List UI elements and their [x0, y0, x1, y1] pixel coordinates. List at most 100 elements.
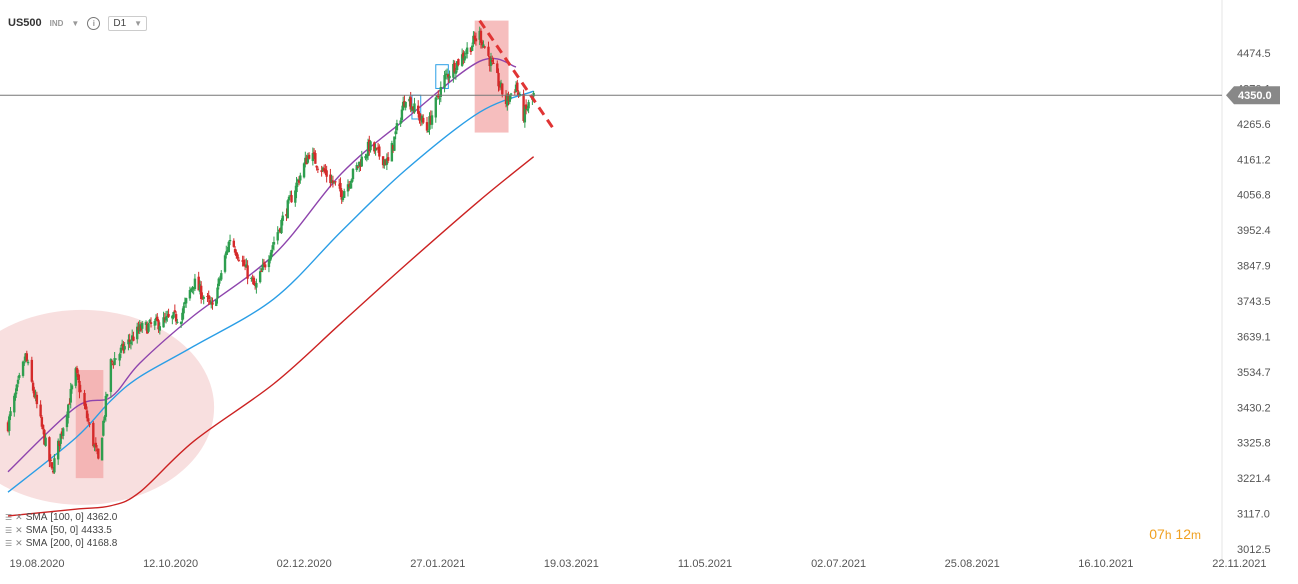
indicator-menu-icon[interactable]: ☰	[5, 539, 13, 548]
candle-body	[364, 156, 367, 159]
candle-body	[422, 117, 425, 123]
candle-body	[329, 174, 332, 184]
candle-body	[122, 344, 125, 351]
candle-body	[129, 341, 133, 344]
symbol-dropdown-icon[interactable]: ▼	[71, 18, 80, 28]
candle-body	[312, 152, 316, 154]
candle-body	[296, 179, 299, 182]
indicator-params: [200, 0]	[50, 538, 84, 549]
info-icon[interactable]: i	[87, 16, 101, 30]
candle-body	[206, 296, 209, 298]
candle-body	[141, 323, 144, 329]
candle-body	[157, 320, 160, 330]
candle-body	[381, 156, 385, 166]
trend-line	[478, 19, 555, 131]
candle-body	[260, 270, 263, 272]
candle-body	[286, 200, 289, 219]
timer-minutes-unit: m	[1191, 528, 1201, 542]
candle-body	[18, 375, 21, 378]
timeframe-select[interactable]: D1 ▼	[108, 15, 148, 31]
y-tick-label: 3639.1	[1237, 331, 1271, 343]
indicator-row[interactable]: ☰ ✕ SMA [100, 0] 4362.0	[5, 511, 117, 524]
candle-body	[524, 104, 528, 109]
remove-indicator-icon[interactable]: ✕	[15, 538, 23, 548]
candle-body	[173, 310, 177, 312]
candle-body	[355, 164, 358, 170]
candle-body	[189, 288, 193, 292]
highlight-ellipse	[0, 309, 215, 505]
x-tick-label: 27.01.2021	[410, 558, 465, 570]
candle-body	[227, 241, 230, 253]
indicator-menu-icon[interactable]: ☰	[5, 526, 13, 535]
candle-body	[358, 161, 361, 167]
candle-body	[197, 276, 200, 291]
candle-body	[478, 30, 481, 40]
candle-body	[216, 287, 219, 299]
candle-body	[24, 353, 27, 361]
candle-body	[331, 180, 335, 183]
indicator-menu-icon[interactable]: ☰	[5, 513, 13, 522]
candle-body	[95, 449, 99, 451]
candle-body	[481, 41, 484, 46]
candle-body	[497, 72, 500, 87]
candle-body	[210, 302, 213, 305]
candle-body	[33, 390, 36, 398]
candle-body	[427, 130, 430, 133]
symbol-label[interactable]: US500	[8, 17, 42, 29]
candle-body	[465, 47, 469, 55]
candle-body	[315, 165, 318, 168]
candle-body	[447, 74, 450, 78]
candle-body	[443, 75, 446, 88]
candle-body	[428, 116, 431, 130]
sma-line	[7, 90, 534, 493]
candle-body	[174, 314, 178, 322]
candle-body	[268, 256, 272, 261]
indicator-value: 4168.8	[86, 538, 118, 549]
candle-body	[270, 249, 273, 258]
candle-body	[176, 321, 179, 323]
candle-body	[35, 394, 39, 405]
candle-body	[350, 179, 353, 183]
candle-body	[272, 242, 276, 245]
candle-body	[419, 118, 422, 121]
candle-body	[469, 47, 473, 52]
indicator-params: [50, 0]	[50, 525, 79, 536]
candle-body	[390, 143, 394, 162]
candle-body	[410, 107, 414, 111]
remove-indicator-icon[interactable]: ✕	[15, 525, 23, 535]
candle-body	[153, 320, 156, 326]
candle-body	[375, 147, 379, 149]
candle-body	[21, 361, 25, 376]
candle-body	[374, 147, 377, 151]
remove-indicator-icon[interactable]: ✕	[15, 512, 23, 522]
candle-body	[373, 142, 376, 152]
candle-body	[368, 139, 371, 152]
candle-body	[252, 277, 256, 285]
x-tick-label: 19.03.2021	[544, 558, 599, 570]
candle-body	[439, 86, 443, 97]
candle-body	[277, 229, 281, 232]
timeframe-dropdown-icon: ▼	[134, 18, 143, 28]
candle-body	[399, 120, 402, 124]
candle-body	[263, 264, 267, 268]
candle-body	[250, 277, 253, 279]
indicator-row[interactable]: ☰ ✕ SMA [200, 0] 4168.8	[5, 537, 117, 550]
indicator-row[interactable]: ☰ ✕ SMA [50, 0] 4433.5	[5, 524, 117, 537]
candle-body	[246, 265, 249, 279]
candle-body	[455, 61, 459, 70]
candle-body	[305, 157, 308, 165]
candle-body	[316, 168, 320, 170]
candle-body	[65, 415, 69, 428]
candle-body	[457, 59, 460, 65]
candle-body	[149, 322, 153, 324]
candle-body	[233, 248, 237, 253]
candle-body	[365, 154, 368, 159]
candle-body	[88, 423, 91, 425]
candle-body	[430, 115, 434, 125]
candle-body	[453, 62, 456, 73]
candle-body	[179, 321, 183, 325]
candle-body	[491, 60, 494, 62]
candle-body	[462, 52, 465, 59]
